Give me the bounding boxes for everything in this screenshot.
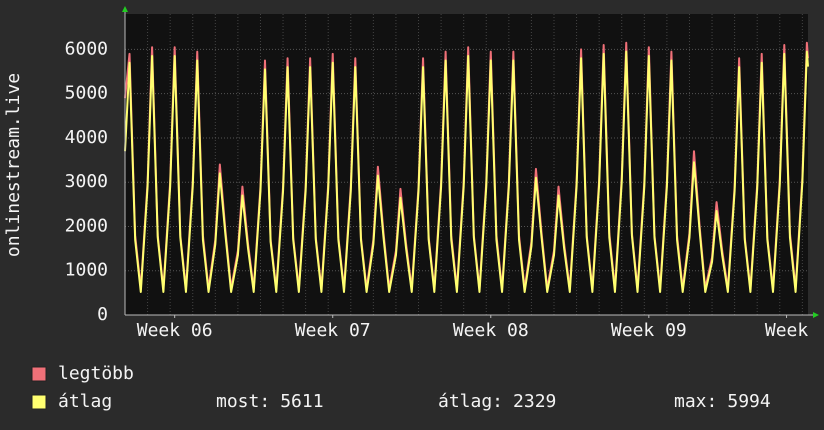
legend: legtöbb átlag most: 5611 átlag: 2329 max: 5994	[31, 363, 771, 412]
stat: most: 5611	[216, 391, 324, 412]
plot-area	[125, 14, 808, 315]
series-line	[124, 50, 809, 293]
y-axis-label: onlinestream.live	[3, 73, 24, 257]
y-arrow	[122, 6, 128, 12]
x-tick-label: Week 09	[611, 320, 687, 341]
legend-swatch	[31, 366, 47, 382]
x-tick-label: Week 07	[295, 320, 371, 341]
y-tick-label: 0	[97, 304, 108, 325]
stat: max: 5994	[674, 391, 771, 412]
lines	[124, 41, 809, 293]
x-tick-label: Week	[765, 320, 809, 341]
stat: átlag: 2329	[438, 391, 556, 412]
stat-label: most:	[216, 391, 270, 412]
y-tick-label: 4000	[65, 127, 108, 148]
x-arrow	[813, 312, 819, 318]
stat-label: átlag:	[438, 391, 503, 412]
legend-label: átlag	[58, 391, 112, 412]
y-tick-label: 3000	[65, 171, 108, 192]
stat-value: 5994	[727, 391, 770, 412]
x-tick-label: Week 08	[453, 320, 529, 341]
y-tick-label: 1000	[65, 260, 108, 281]
legend-swatch	[31, 394, 47, 410]
y-tick-label: 2000	[65, 215, 108, 236]
y-tick-label: 6000	[65, 38, 108, 59]
legend-label: legtöbb	[58, 363, 134, 384]
x-tick-label: Week 06	[137, 320, 213, 341]
y-tick-label: 5000	[65, 83, 108, 104]
stat-value: 5611	[280, 391, 323, 412]
stat-value: 2329	[513, 391, 556, 412]
stat-label: max:	[674, 391, 717, 412]
